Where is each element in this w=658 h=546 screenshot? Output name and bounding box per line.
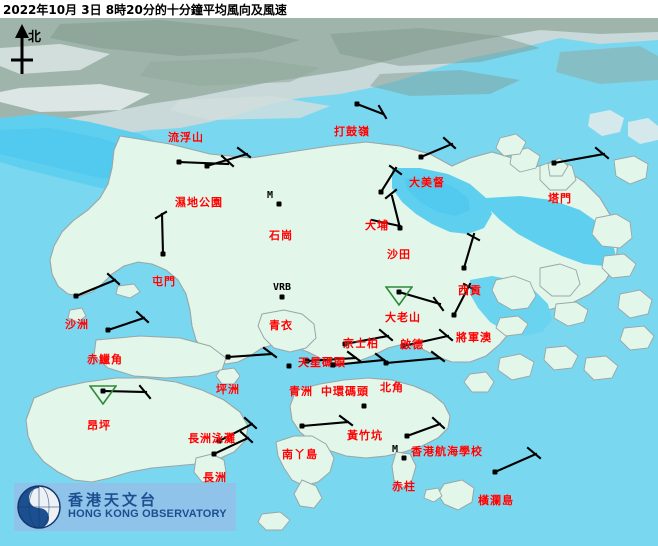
station-name-label: 天星碼頭 [298, 356, 346, 369]
station-name-label: 青洲 [289, 385, 313, 398]
station-dot [461, 265, 467, 271]
hko-name-zh: 香港天文台 [68, 491, 159, 510]
station-dot [354, 101, 360, 107]
station-name-label: 西貢 [458, 284, 482, 297]
station-name-label: 流浮山 [168, 131, 204, 144]
station-name-label: 昂坪 [87, 419, 111, 432]
station-dot [279, 294, 285, 300]
missing-data-marker: M [391, 444, 399, 455]
station-dot [160, 251, 166, 257]
station-dot [330, 362, 336, 368]
station-dot [383, 360, 389, 366]
station-dot [404, 433, 410, 439]
station-dot [342, 341, 348, 347]
wind-barbs-layer [74, 102, 610, 474]
station-name-label: 啟德 [400, 338, 424, 351]
station-name-label: 赤鱲角 [87, 353, 123, 366]
station-name-label: 大老山 [385, 311, 421, 324]
station-name-label: 沙田 [387, 248, 411, 261]
title-bar: 2022年10月 3日 8時20分的十分鐘平均風向及風速 [0, 0, 658, 18]
station-dot [204, 163, 210, 169]
station-name-label: 京士柏 [343, 337, 379, 350]
station-name-label: 塔門 [548, 192, 572, 205]
station-name-label: 大埔 [365, 219, 389, 232]
map-geography [0, 18, 658, 546]
station-dot [299, 423, 305, 429]
page-title: 2022年10月 3日 8時20分的十分鐘平均風向及風速 [3, 3, 287, 17]
station-dot [216, 438, 222, 444]
station-name-label: 黃竹坑 [347, 429, 383, 442]
hko-logo-text: 香港天文台 HONG KONG OBSERVATORY [68, 493, 227, 520]
station-name-label: 中環碼頭 [321, 385, 369, 398]
station-name-label: 坪洲 [216, 383, 240, 396]
highland-triangle-icon [89, 385, 117, 405]
station-dot [73, 293, 79, 299]
station-name-label: 橫瀾島 [478, 494, 514, 507]
station-dot [397, 225, 403, 231]
station-name-label: 濕地公園 [175, 196, 223, 209]
station-name-label: 將軍澳 [456, 331, 492, 344]
station-name-label: 屯門 [152, 275, 176, 288]
station-name-label: 長洲 [203, 471, 227, 484]
station-name-label: 沙洲 [65, 318, 89, 331]
station-name-label: 赤柱 [392, 480, 416, 493]
station-dot [304, 358, 310, 364]
highland-triangle-icon [385, 286, 413, 306]
station-name-label: 香港航海學校 [411, 445, 483, 458]
map-canvas[interactable]: 打鼓嶺 流浮山濕地公園 M 石崗 大埔 大美督塔門沙田屯門西貢沙洲 大老山 VRB 青衣赤鱲角 將… [0, 18, 658, 546]
station-dot [551, 160, 557, 166]
station-dot [361, 403, 367, 409]
station-name-label: 打鼓嶺 [334, 125, 370, 138]
station-dot [451, 312, 457, 318]
station-dot [492, 469, 498, 475]
station-dot [105, 327, 111, 333]
station-dot [396, 289, 402, 295]
station-dot [378, 189, 384, 195]
hko-logo-icon [17, 485, 61, 529]
hko-name-en: HONG KONG OBSERVATORY [68, 508, 227, 521]
hko-logo: 香港天文台 HONG KONG OBSERVATORY [14, 483, 236, 531]
station-dot [418, 154, 424, 160]
wind-code-label: VRB [272, 282, 292, 293]
station-name-label: 大美督 [409, 176, 445, 189]
station-name-label: 北角 [380, 381, 404, 394]
station-dot [225, 354, 231, 360]
station-name-label: 南丫島 [282, 448, 318, 461]
station-dot [401, 455, 407, 461]
station-dot [400, 343, 406, 349]
station-dot [286, 363, 292, 369]
station-dot [276, 201, 282, 207]
north-arrow-icon [11, 24, 33, 74]
station-name-label: 青衣 [269, 319, 293, 332]
station-name-label: 石崗 [269, 229, 293, 242]
missing-data-marker: M [266, 190, 274, 201]
north-label: 北 [28, 30, 42, 45]
station-dot [176, 159, 182, 165]
station-name-label: 長洲泳灘 [188, 432, 236, 445]
station-dot [100, 388, 106, 394]
station-dot [211, 451, 217, 457]
